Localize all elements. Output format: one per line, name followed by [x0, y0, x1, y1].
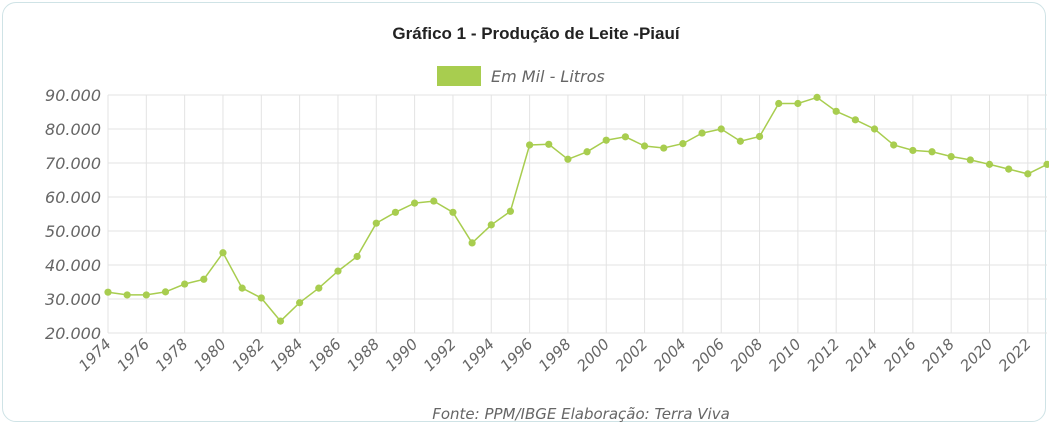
data-point [200, 275, 208, 283]
data-point [717, 125, 725, 133]
x-axis-ticks: 1974197619781980198219841986198819901992… [75, 335, 1035, 375]
legend: Em Mil - Litros [437, 66, 605, 86]
source-note: Fonte: PPM/IBGE Elaboração: Terra Viva [432, 405, 730, 423]
data-point [660, 144, 668, 152]
data-point [640, 142, 649, 150]
data-point [602, 136, 610, 144]
data-point [1005, 165, 1013, 173]
data-point [238, 284, 246, 292]
data-point [104, 288, 112, 296]
data-point [928, 148, 936, 156]
x-tick-label: 2010 [765, 335, 805, 375]
x-tick-label: 1994 [458, 335, 498, 375]
x-tick-label: 2002 [612, 335, 652, 375]
data-point [411, 199, 419, 207]
x-tick-label: 2022 [995, 335, 1035, 375]
x-tick-label: 2016 [880, 335, 920, 375]
x-tick-label: 1986 [305, 335, 345, 375]
data-point [870, 125, 879, 133]
x-tick-label: 1980 [190, 335, 230, 375]
legend-label: Em Mil - Litros [491, 67, 605, 86]
data-point [679, 140, 687, 148]
data-point [1024, 170, 1032, 178]
x-tick-label: 2014 [842, 335, 882, 375]
x-tick-label: 2004 [650, 335, 690, 375]
data-point [296, 299, 304, 307]
data-point [315, 284, 323, 292]
data-point [276, 317, 285, 325]
data-point [813, 93, 821, 101]
data-point [391, 208, 400, 216]
data-point [142, 291, 150, 299]
legend-swatch [437, 66, 481, 86]
data-point [832, 107, 840, 115]
x-tick-label: 1998 [535, 335, 575, 375]
y-tick-label: 40.000 [45, 256, 101, 275]
data-point [775, 99, 783, 108]
y-tick-label: 80.000 [45, 120, 101, 139]
y-tick-label: 70.000 [45, 154, 101, 173]
data-point [487, 221, 495, 229]
data-point [468, 239, 476, 247]
x-tick-label: 2020 [957, 335, 997, 375]
x-tick-label: 2018 [918, 335, 958, 375]
y-axis-ticks: 20.000 30.000 40.000 50.000 60.000 70.000 80.0… [45, 86, 101, 343]
x-tick-label: 1990 [382, 335, 422, 375]
data-point [219, 249, 227, 257]
x-tick-label: 1976 [113, 335, 153, 375]
x-tick-label: 1992 [420, 335, 460, 375]
chart-title: Gráfico 1 - Produção de Leite -Piauí [392, 24, 680, 43]
x-tick-label: 1988 [343, 335, 383, 375]
data-point [257, 294, 265, 302]
data-point [890, 141, 898, 149]
x-tick-label: 2000 [573, 335, 613, 375]
data-point [161, 288, 170, 296]
data-point [736, 137, 744, 145]
data-point [334, 267, 342, 275]
y-tick-label: 20.000 [45, 324, 101, 343]
data-point [851, 116, 859, 124]
y-tick-label: 30.000 [45, 290, 101, 309]
data-point [181, 280, 189, 288]
x-tick-label: 2008 [727, 335, 767, 375]
y-tick-label: 50.000 [45, 222, 101, 241]
data-point [564, 155, 572, 163]
series-em-mil-litros [104, 93, 1049, 325]
data-point [506, 207, 515, 215]
data-point [985, 160, 994, 168]
data-point [909, 146, 917, 155]
y-tick-label: 60.000 [45, 188, 101, 207]
data-point [621, 133, 630, 141]
data-point [449, 208, 457, 216]
data-point [430, 197, 438, 205]
x-tick-label: 1996 [497, 335, 537, 375]
data-point [353, 252, 361, 261]
data-point [583, 148, 591, 156]
data-point [755, 132, 764, 141]
data-point [947, 152, 955, 161]
data-point [372, 219, 380, 227]
x-tick-label: 1978 [152, 335, 192, 375]
series-line [107, 96, 1048, 323]
data-point [545, 140, 553, 148]
data-point [698, 129, 706, 137]
data-point [966, 156, 974, 164]
grid [107, 94, 1047, 334]
x-tick-label: 1982 [228, 335, 268, 375]
line-chart: Gráfico 1 - Produção de Leite -Piauí Em … [45, 24, 1049, 423]
y-tick-label: 90.000 [45, 86, 101, 105]
data-point [794, 99, 802, 108]
x-tick-label: 2012 [803, 335, 843, 375]
x-tick-label: 2006 [688, 335, 728, 375]
data-point [123, 291, 131, 299]
x-tick-label: 1984 [267, 335, 307, 375]
data-point [525, 141, 534, 149]
data-point [1043, 160, 1049, 168]
